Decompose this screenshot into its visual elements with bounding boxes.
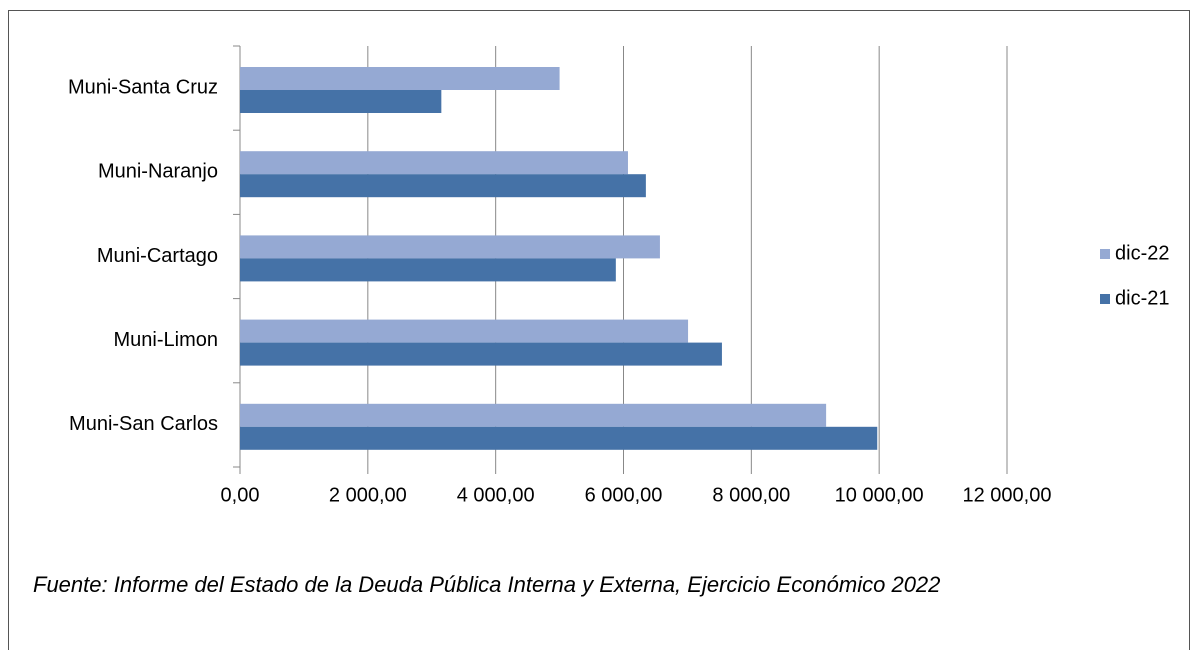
legend-swatch bbox=[1100, 249, 1110, 259]
x-tick-label: 12 000,00 bbox=[963, 484, 1052, 506]
frame bbox=[8, 10, 1190, 655]
x-tick-label: 8 000,00 bbox=[712, 484, 790, 506]
y-tick-label: Muni-Santa Cruz bbox=[68, 76, 218, 98]
x-tick-label: 10 000,00 bbox=[835, 484, 924, 506]
legend-label: dic-22 bbox=[1115, 242, 1169, 264]
legend-swatch bbox=[1100, 294, 1110, 304]
legend-label: dic-21 bbox=[1115, 287, 1169, 309]
bar bbox=[240, 174, 646, 198]
y-tick-label: Muni-Naranjo bbox=[98, 161, 218, 183]
bar bbox=[240, 67, 560, 90]
y-tick-label: Muni-Limon bbox=[114, 329, 218, 351]
bar bbox=[240, 258, 616, 282]
y-tick-label: Muni-San Carlos bbox=[69, 413, 218, 435]
y-tick-label: Muni-Cartago bbox=[97, 245, 218, 267]
bar bbox=[240, 319, 689, 343]
source-note: Fuente: Informe del Estado de la Deuda P… bbox=[33, 572, 940, 597]
x-tick-label: 4 000,00 bbox=[457, 484, 535, 506]
bar bbox=[240, 90, 442, 113]
bar bbox=[240, 403, 827, 427]
x-tick-label: 6 000,00 bbox=[585, 484, 663, 506]
bar bbox=[240, 235, 660, 259]
x-tick-label: 2 000,00 bbox=[329, 484, 407, 506]
bar bbox=[240, 151, 628, 175]
bar bbox=[240, 342, 722, 366]
x-tick-label: 0,00 bbox=[221, 484, 260, 506]
bar bbox=[240, 426, 878, 450]
